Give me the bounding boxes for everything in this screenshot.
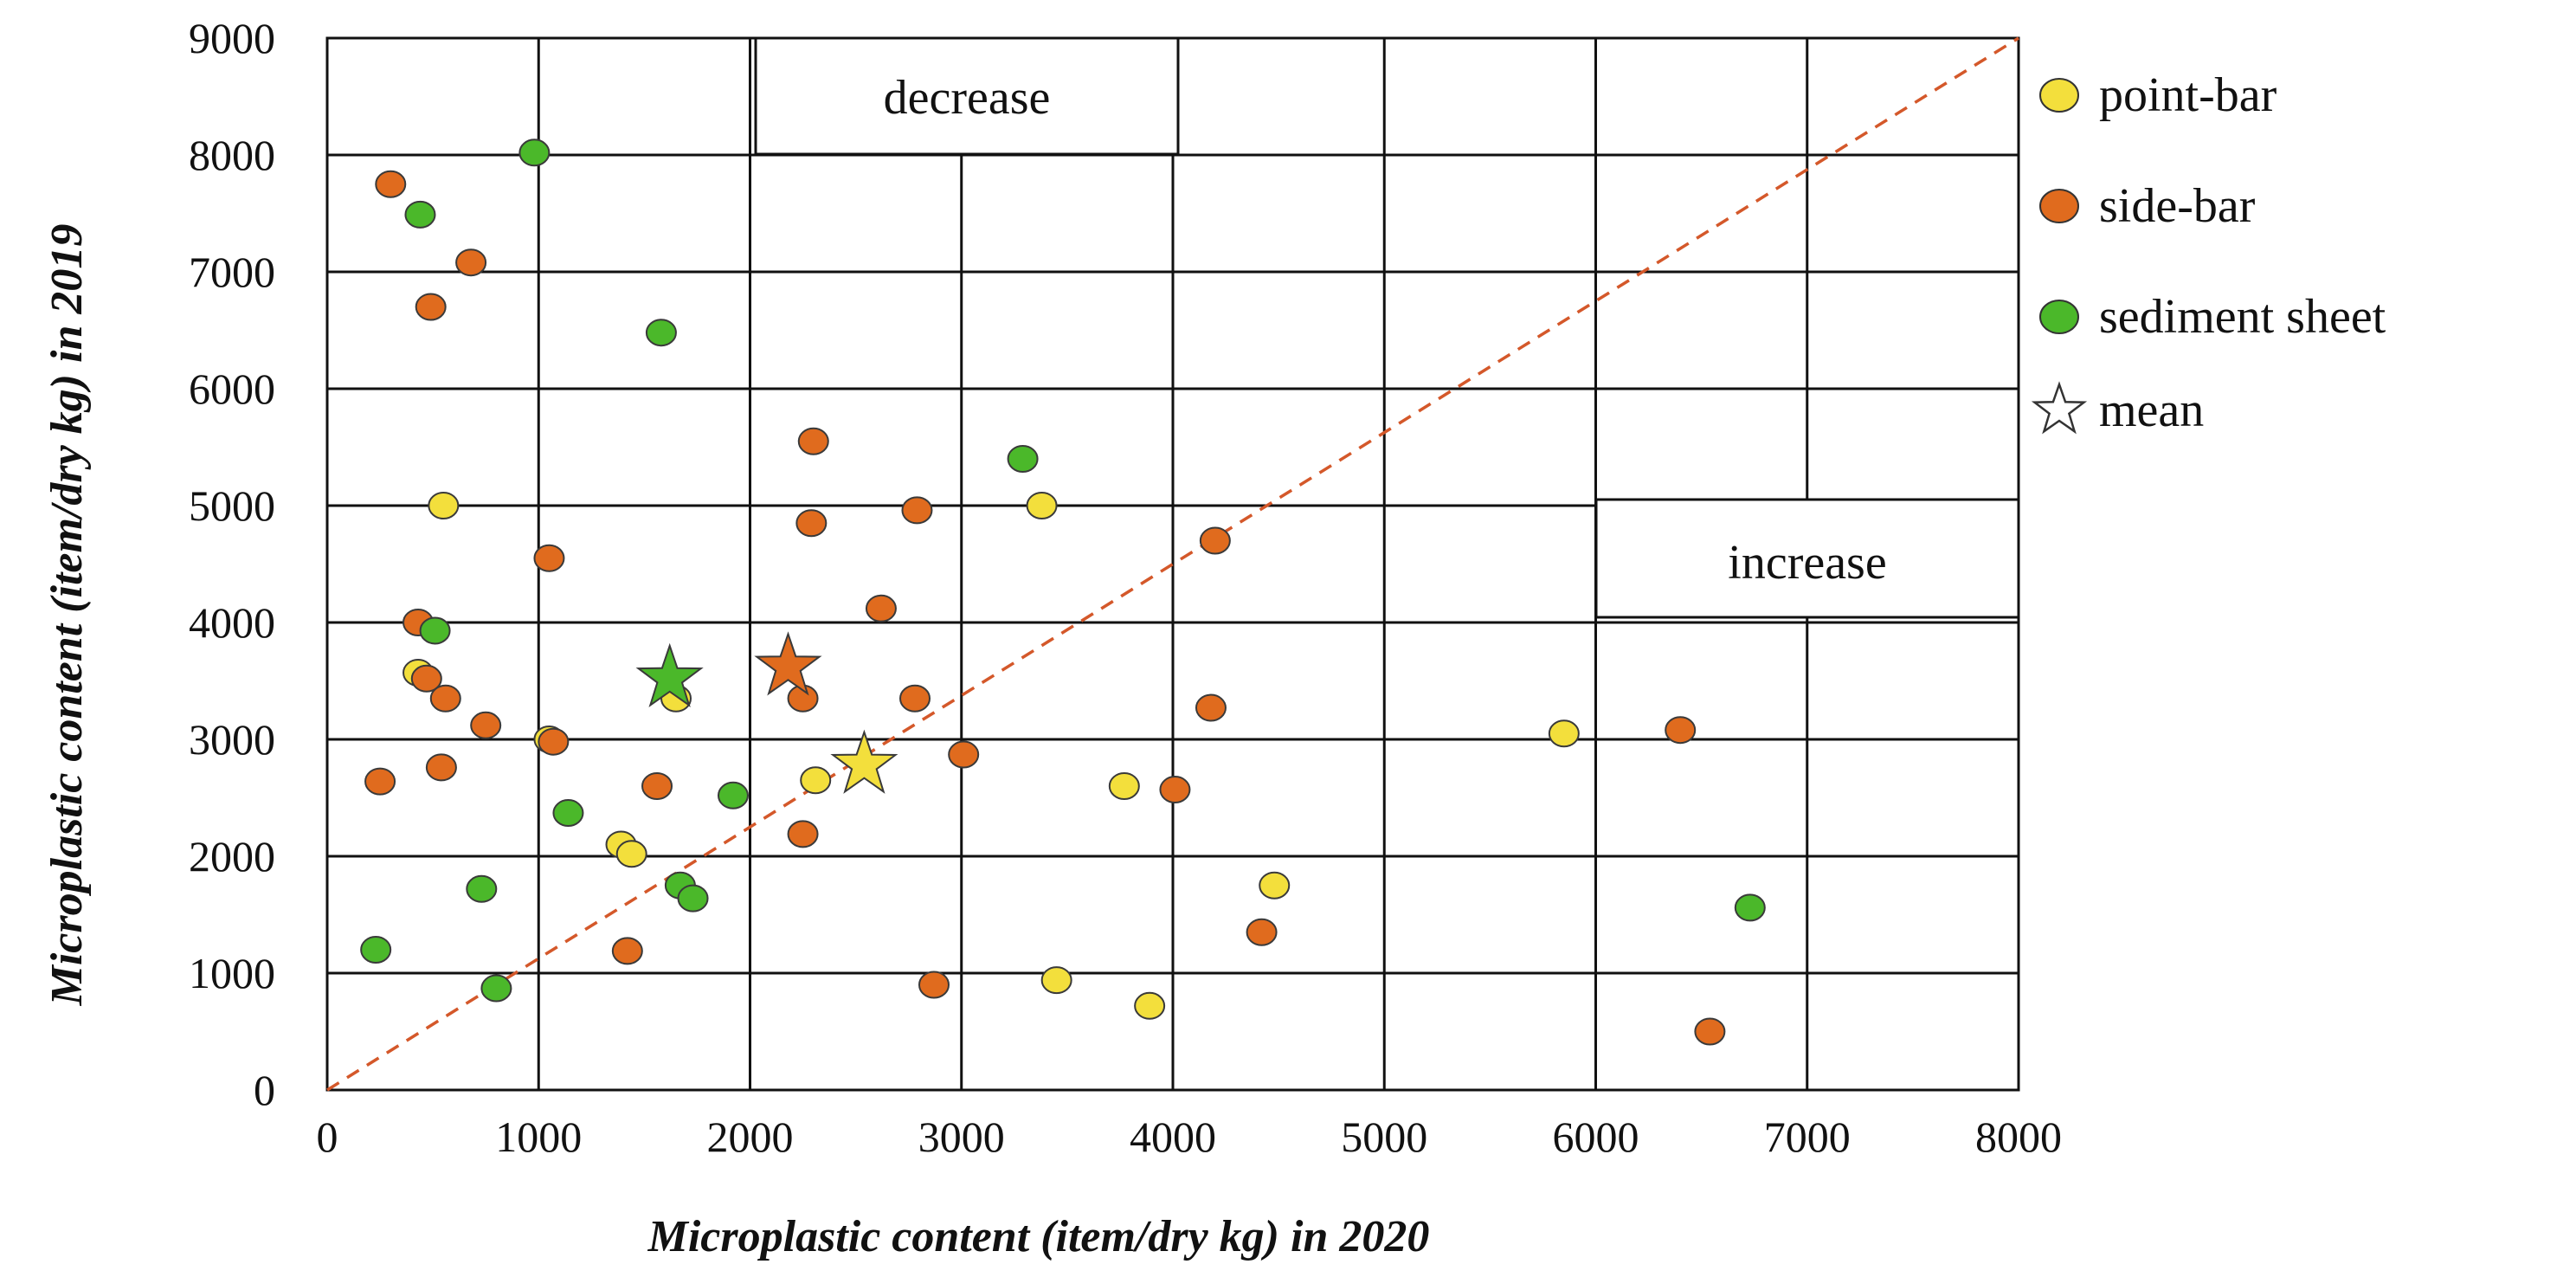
y-tick-labels: 0 1000 2000 3000 4000 5000 6000 7000 8000 9000 (189, 14, 275, 1114)
side-bar-point (1694, 1017, 1726, 1046)
legend-sediment-sheet-label: sediment sheet (2099, 290, 2386, 344)
side-bar-point (364, 767, 396, 796)
point-bar-point (1108, 772, 1140, 800)
plot-border (325, 36, 2020, 1092)
y-tick-label: 1000 (189, 949, 275, 997)
point-bar-point (1548, 719, 1580, 748)
y-tick-label: 7000 (189, 248, 275, 296)
sediment-sheet-point (645, 319, 677, 347)
x-axis-title: Microplastic content (item/dry kg) in 20… (647, 1212, 1430, 1261)
mean-star-marker (754, 631, 822, 696)
side-bar-point (611, 937, 643, 965)
side-bar-point (797, 427, 829, 455)
side-bar-point (1199, 526, 1231, 555)
x-tick-label: 5000 (1341, 1113, 1427, 1161)
sediment-sheet-point (360, 936, 392, 964)
y-tick-label: 4000 (189, 598, 275, 647)
point-bar-point (615, 840, 647, 868)
x-tick-labels: 0 1000 2000 3000 4000 5000 6000 7000 8000 (317, 1113, 2063, 1161)
plot-frame (325, 36, 2020, 1092)
reference-line (326, 36, 2019, 1092)
point-bar-point (1259, 871, 1291, 900)
side-bar-point (415, 293, 447, 321)
legend-mean-star-icon (2031, 381, 2088, 435)
side-bar-point (538, 727, 570, 756)
y-tick-label: 0 (254, 1066, 275, 1114)
side-bar-point (899, 684, 931, 713)
side-bar-point (455, 248, 487, 277)
y-tick-label: 5000 (189, 481, 275, 530)
mean-star-marker (830, 729, 898, 794)
mean-markers (635, 631, 898, 794)
side-bar-point (865, 594, 897, 622)
side-bar-point (1195, 693, 1227, 722)
point-bar-point (1040, 966, 1072, 995)
sediment-sheet-point (552, 799, 584, 828)
x-tick-label: 4000 (1130, 1113, 1216, 1161)
point-bar-point (800, 766, 832, 795)
legend-point-bar-label: point-bar (2099, 68, 2277, 122)
legend-mean-label: mean (2099, 384, 2204, 437)
y-axis-title: Microplastic content (item/dry kg) in 20… (42, 224, 92, 1007)
x-tick-label: 3000 (918, 1113, 1005, 1161)
data-points (360, 139, 1766, 1046)
side-bar-point (1665, 716, 1697, 745)
side-bar-point (795, 509, 828, 538)
side-bar-point (425, 753, 457, 782)
sediment-sheet-point (518, 139, 551, 167)
side-bar-point (948, 740, 980, 769)
legend-sediment-sheet-marker (2039, 300, 2079, 334)
x-tick-label: 0 (317, 1113, 338, 1161)
side-bar-point (429, 684, 461, 713)
x-tick-label: 2000 (707, 1113, 794, 1161)
side-bar-point (641, 772, 673, 800)
sediment-sheet-point (717, 781, 749, 809)
legend-point-bar-marker (2039, 78, 2079, 113)
point-bar-point (1134, 991, 1166, 1020)
x-tick-label: 1000 (495, 1113, 582, 1161)
legend-side-bar-label: side-bar (2099, 179, 2256, 233)
sediment-sheet-point (419, 616, 451, 645)
side-bar-point (533, 544, 565, 572)
sediment-sheet-point (466, 874, 498, 903)
decrease-label: decrease (884, 71, 1051, 125)
legend-side-bar-marker (2039, 189, 2079, 223)
x-tick-label: 7000 (1764, 1113, 1851, 1161)
point-bar-point (428, 492, 460, 519)
y-tick-label: 6000 (189, 364, 275, 413)
side-bar-point (901, 496, 933, 525)
side-bar-point (470, 711, 502, 739)
sediment-sheet-point (404, 200, 436, 229)
y-tick-label: 8000 (189, 131, 275, 179)
sediment-sheet-point (480, 974, 512, 1003)
side-bar-point (1246, 918, 1278, 946)
mean-star-marker (635, 642, 704, 707)
increase-label: increase (1728, 536, 1886, 590)
side-bar-point (410, 664, 442, 693)
sediment-sheet-point (1007, 445, 1039, 473)
legend: point-bar side-bar sediment sheet mean (2031, 68, 2386, 437)
y-tick-label: 9000 (189, 14, 275, 62)
y-tick-label: 3000 (189, 715, 275, 764)
increase-box (1594, 498, 2020, 619)
annotation-boxes: decrease increase (754, 36, 2020, 619)
side-bar-point (1159, 776, 1191, 804)
y-tick-label: 2000 (189, 832, 275, 880)
x-tick-label: 8000 (1975, 1113, 2062, 1161)
one-to-one-dashed-line (326, 36, 2019, 1092)
side-bar-point (787, 820, 819, 848)
side-bar-point (918, 971, 950, 999)
x-tick-label: 6000 (1553, 1113, 1639, 1161)
point-bar-point (1026, 492, 1058, 519)
sediment-sheet-point (677, 884, 709, 913)
sediment-sheet-point (1734, 893, 1766, 922)
side-bar-point (375, 170, 407, 198)
